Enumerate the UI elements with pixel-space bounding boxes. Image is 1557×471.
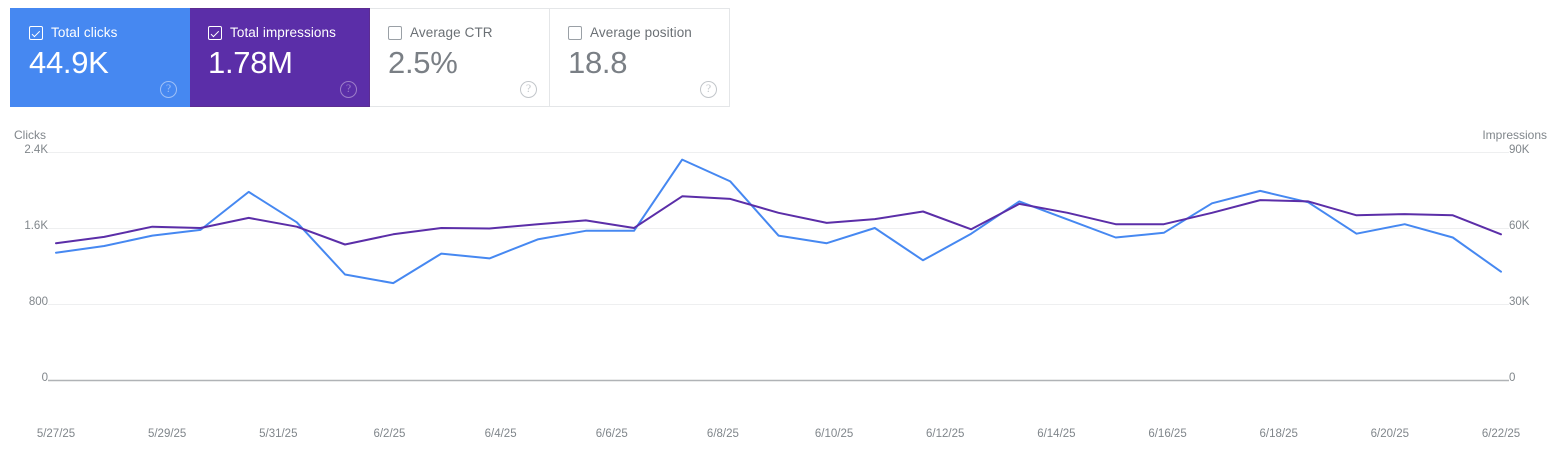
x-axis-tick: 5/31/25 (259, 428, 298, 440)
right-axis-tick: 90K (1509, 144, 1530, 156)
metric-card-total-clicks[interactable]: Total clicks 44.9K? (10, 8, 190, 107)
metric-card-header: Total clicks (29, 25, 175, 40)
x-axis-tick: 6/4/25 (484, 428, 517, 440)
x-axis-tick: 6/14/25 (1037, 428, 1076, 440)
x-axis-tick: 6/6/25 (595, 428, 628, 440)
checkbox-unchecked-icon[interactable] (388, 25, 402, 40)
metric-cards-row: Total clicks 44.9K? Total impressions 1.78M… (10, 8, 730, 107)
help-circle-icon[interactable]: ? (520, 81, 537, 98)
metric-card-value: 1.78M (208, 45, 293, 80)
help-circle-icon[interactable]: ? (160, 81, 177, 98)
metric-card-average-position[interactable]: Average position 18.8? (550, 8, 730, 107)
right-axis-tick: 30K (1509, 296, 1530, 308)
right-axis-tick: 0 (1509, 372, 1516, 384)
x-axis-tick: 5/27/25 (36, 428, 76, 440)
metric-card-total-impressions[interactable]: Total impressions 1.78M? (190, 8, 370, 107)
metric-card-label: Average CTR (410, 25, 493, 40)
x-axis-tick: 5/29/25 (147, 428, 187, 440)
metric-card-label: Total impressions (230, 25, 336, 40)
metric-card-value: 18.8 (568, 45, 628, 80)
series-line-total-impressions[interactable] (55, 195, 1502, 246)
checkbox-checked-icon[interactable] (29, 25, 43, 40)
x-axis-tick: 6/20/25 (1370, 428, 1410, 440)
series-line-total-clicks[interactable] (55, 158, 1502, 285)
left-axis-tick: 1.6K (24, 220, 48, 232)
x-axis-tick: 6/22/25 (1481, 428, 1521, 440)
x-axis-tick: 6/18/25 (1259, 428, 1298, 440)
right-axis-title: Impressions (1482, 128, 1547, 142)
performance-chart: Clicks Impressions 0 0 800 30K 1.6K 60K 2.4K 90… (0, 128, 1557, 471)
chart-svg (48, 152, 1509, 382)
metric-card-label: Average position (590, 25, 692, 40)
x-axis-labels: 5/27/25 5/29/25 5/31/25 6/2/25 6/4/25 6/6/25 6… (0, 428, 1557, 452)
left-axis-tick: 2.4K (24, 144, 48, 156)
metric-card-value: 2.5% (388, 45, 458, 80)
metric-card-header: Total impressions (208, 25, 355, 40)
metric-card-average-ctr[interactable]: Average CTR 2.5%? (370, 8, 550, 107)
left-axis-tick: 800 (28, 296, 48, 308)
checkbox-unchecked-icon[interactable] (568, 25, 582, 40)
left-axis-title: Clicks (14, 128, 46, 142)
chart-plot-area[interactable]: 0 0 800 30K 1.6K 60K 2.4K 90K (0, 144, 1557, 418)
metric-card-header: Average position (568, 25, 715, 40)
help-circle-icon[interactable]: ? (340, 81, 357, 98)
x-axis-tick: 6/2/25 (373, 428, 406, 440)
metric-card-header: Average CTR (388, 25, 535, 40)
metric-card-label: Total clicks (51, 25, 118, 40)
right-axis-tick: 60K (1509, 220, 1530, 232)
help-circle-icon[interactable]: ? (700, 81, 717, 98)
checkbox-checked-icon[interactable] (208, 25, 222, 40)
left-axis-tick: 0 (41, 372, 48, 384)
metric-card-value: 44.9K (29, 45, 109, 80)
x-axis-tick: 6/16/25 (1148, 428, 1187, 440)
x-axis-tick: 6/10/25 (814, 428, 854, 440)
x-axis-tick: 6/12/25 (926, 428, 965, 440)
x-axis-tick: 6/8/25 (706, 428, 739, 440)
